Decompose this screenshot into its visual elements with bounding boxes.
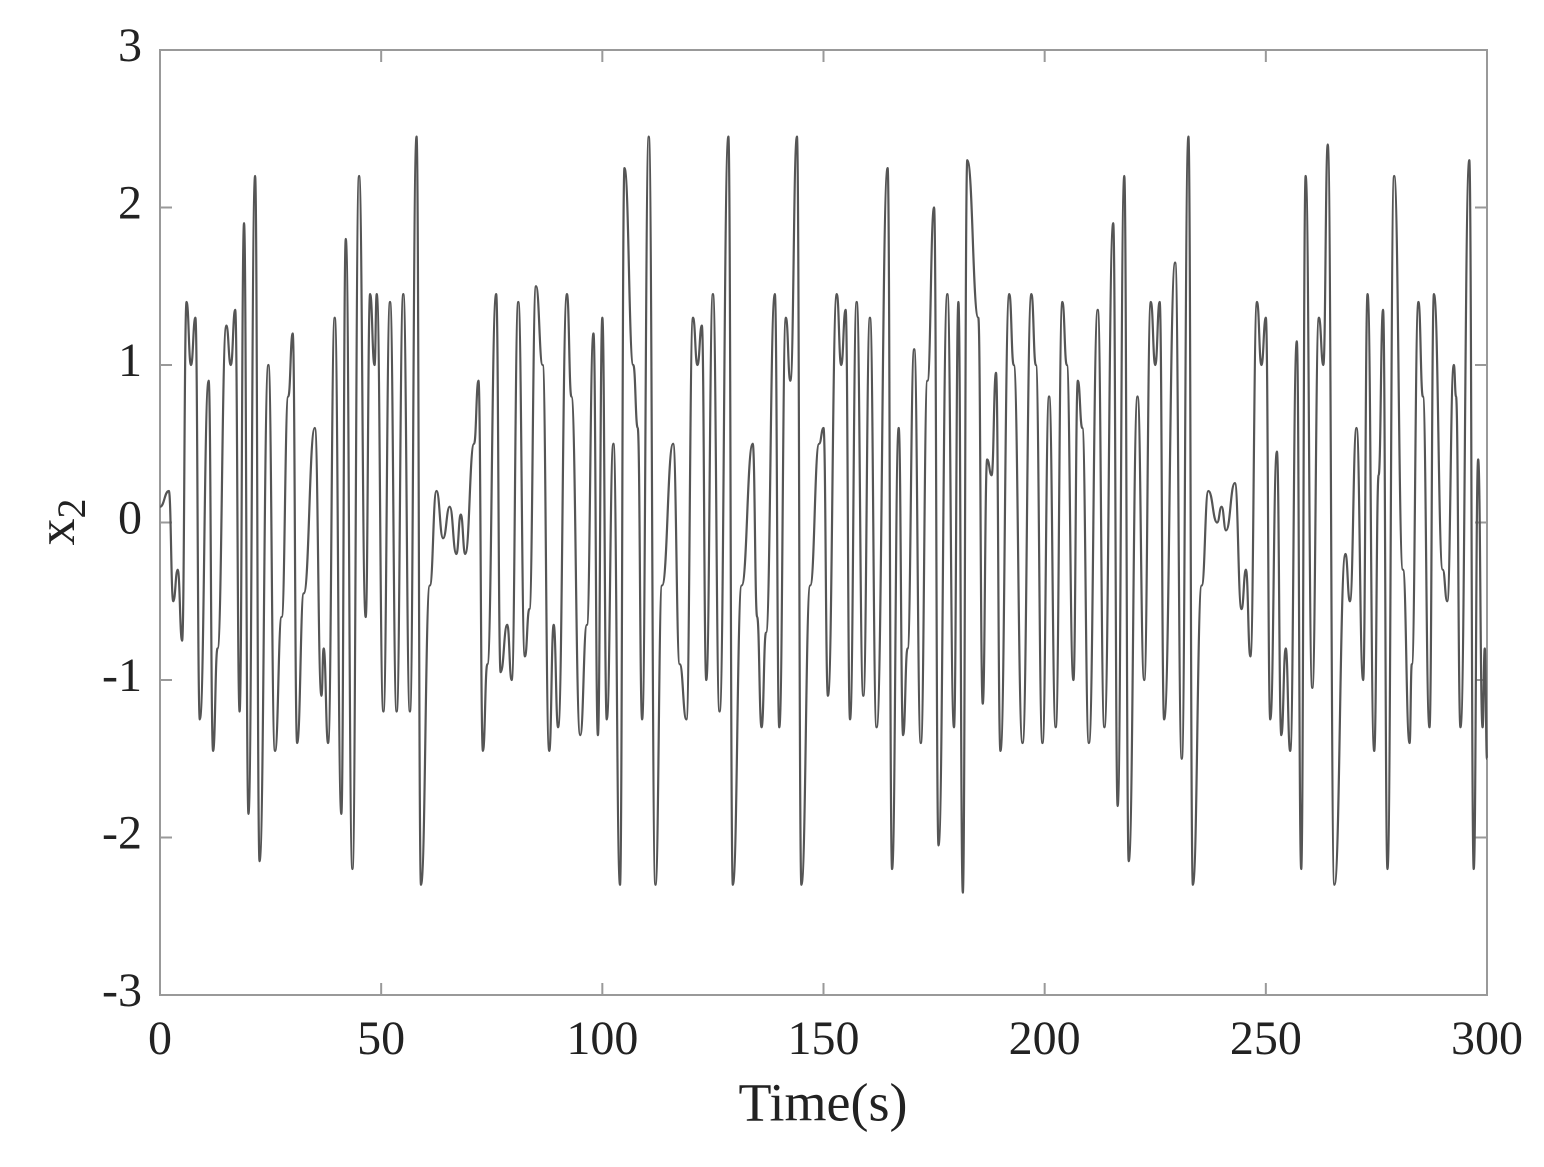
- y-tick-label: 3: [118, 19, 142, 72]
- y-tick-label: 1: [118, 334, 142, 387]
- y-axis-label: x2: [26, 499, 94, 546]
- plot-frame: [159, 49, 1488, 996]
- x-tick-label: 50: [357, 1012, 405, 1065]
- x-tick-label: 300: [1451, 1012, 1523, 1065]
- x-tick-label: 100: [566, 1012, 638, 1065]
- y-label-base: x: [26, 519, 86, 546]
- data-line: [159, 135, 1489, 894]
- x-tick-label: 0: [148, 1012, 172, 1065]
- x-tick-label: 200: [1009, 1012, 1081, 1065]
- x-axis-label: Time(s): [738, 1072, 907, 1132]
- y-tick-label: 0: [118, 492, 142, 545]
- y-tick-label: -1: [102, 649, 142, 702]
- y-label-sub: 2: [49, 499, 94, 519]
- x-tick-label: 250: [1230, 1012, 1302, 1065]
- y-tick-label: -3: [102, 964, 142, 1017]
- x-tick-label: 150: [788, 1012, 860, 1065]
- y-tick-label: 2: [118, 177, 142, 230]
- y-tick-label: -2: [102, 807, 142, 860]
